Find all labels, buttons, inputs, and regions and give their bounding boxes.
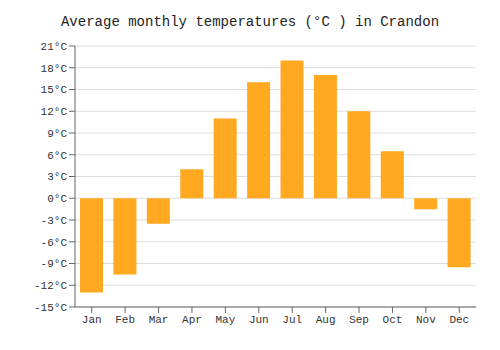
svg-text:-12°C: -12°C [34, 280, 67, 292]
svg-text:Jul: Jul [282, 314, 302, 326]
svg-text:Sep: Sep [349, 314, 369, 326]
svg-text:Mar: Mar [149, 314, 169, 326]
svg-text:18°C: 18°C [41, 63, 68, 75]
html-text:Average monthly temperatures (: Average monthly temperatures (°C ) in Cr… [61, 14, 439, 30]
svg-text:21°C: 21°C [41, 41, 68, 53]
svg-text:-9°C: -9°C [41, 258, 68, 270]
svg-text:9°C: 9°C [47, 128, 67, 140]
svg-text:Jan: Jan [82, 314, 102, 326]
svg-text:15°C: 15°C [41, 84, 68, 96]
svg-text:-6°C: -6°C [41, 237, 68, 249]
svg-text:Aug: Aug [316, 314, 336, 326]
svg-text:Apr: Apr [182, 314, 202, 326]
svg-text:Nov: Nov [416, 314, 436, 326]
svg-text:Dec: Dec [449, 314, 469, 326]
svg-text:Jun: Jun [249, 314, 269, 326]
svg-text:Oct: Oct [383, 314, 403, 326]
svg-text:-15°C: -15°C [34, 302, 67, 314]
svg-text:0°C: 0°C [47, 193, 67, 205]
svg-text:12°C: 12°C [41, 106, 68, 118]
svg-text:May: May [215, 314, 235, 326]
svg-text:-3°C: -3°C [41, 215, 68, 227]
svg-text:Feb: Feb [115, 314, 135, 326]
svg-text:3°C: 3°C [47, 171, 67, 183]
svg-text:6°C: 6°C [47, 150, 67, 162]
